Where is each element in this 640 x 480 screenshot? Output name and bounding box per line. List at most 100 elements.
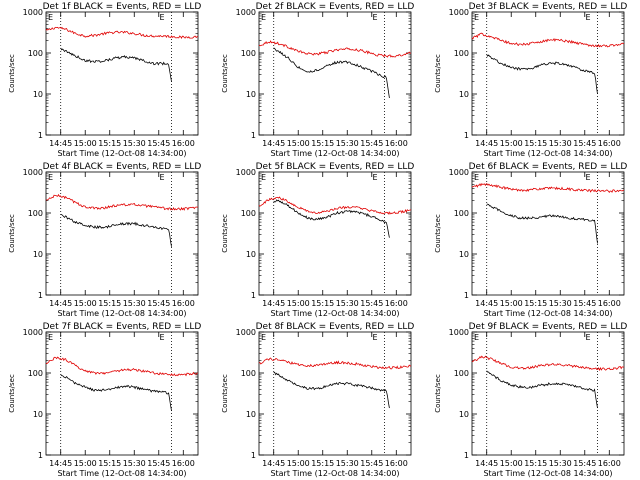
x-tick-label: 15:30: [123, 139, 146, 148]
y-tick-label: 1000: [236, 328, 256, 337]
x-axis-label: Start Time (12-Oct-08 14:34:00): [483, 309, 612, 318]
series-lld-line: [258, 196, 412, 215]
x-tick-label: 15:45: [147, 459, 170, 468]
y-tick-label: 100: [241, 209, 256, 218]
x-tick-label: 15:30: [123, 299, 146, 308]
y-axis-label: Counts/sec: [221, 214, 229, 253]
y-tick-label: 1: [38, 131, 43, 140]
detector-chart-2: Det 2f BLACK = Events, RED = LLD 1 10 100 10…: [221, 2, 415, 158]
y-tick-label: 1000: [23, 8, 43, 17]
x-tick-label: 15:00: [287, 459, 310, 468]
x-tick-label: 15:30: [549, 459, 572, 468]
x-tick-label: 14:45: [262, 139, 285, 148]
x-tick-label: 14:45: [475, 459, 498, 468]
chart-title: Det 2f BLACK = Events, RED = LLD: [256, 2, 415, 12]
event-marker-label: E: [474, 13, 479, 22]
x-tick-label: 15:15: [98, 139, 121, 148]
x-tick-label: 15:00: [287, 299, 310, 308]
x-tick-label: 15:00: [500, 299, 523, 308]
y-tick-label: 10: [246, 90, 256, 99]
y-tick-label: 1000: [23, 328, 43, 337]
event-marker-label: E: [160, 173, 165, 182]
y-tick-label: 10: [459, 250, 469, 259]
y-axis-label: Counts/sec: [434, 374, 442, 413]
y-axis-label: Counts/sec: [8, 214, 16, 253]
detector-chart-3: Det 3f BLACK = Events, RED = LLD 1 10 100 10…: [434, 2, 628, 158]
y-axis-label: Counts/sec: [8, 54, 16, 93]
event-marker-label: E: [373, 13, 378, 22]
chart-title: Det 3f BLACK = Events, RED = LLD: [469, 2, 628, 12]
y-tick-label: 10: [33, 250, 43, 259]
x-tick-label: 15:45: [360, 459, 383, 468]
event-marker-label: E: [373, 173, 378, 182]
x-tick-label: 15:00: [74, 299, 97, 308]
y-tick-label: 1: [251, 291, 256, 300]
y-tick-label: 1: [251, 131, 256, 140]
event-marker-label: E: [586, 13, 591, 22]
x-tick-label: 15:45: [360, 299, 383, 308]
chart-title: Det 9f BLACK = Events, RED = LLD: [469, 322, 628, 332]
event-marker-label: E: [586, 173, 591, 182]
event-marker-label: E: [48, 13, 53, 22]
x-tick-label: 16:00: [385, 139, 408, 148]
x-tick-label: 16:00: [385, 459, 408, 468]
series-lld-line: [471, 183, 625, 193]
plot-frame: [471, 11, 625, 136]
plot-frame: [258, 331, 412, 456]
y-tick-label: 1: [38, 451, 43, 460]
y-tick-label: 10: [246, 250, 256, 259]
x-tick-label: 16:00: [598, 299, 621, 308]
x-tick-label: 14:45: [49, 139, 72, 148]
y-axis-label: Counts/sec: [221, 54, 229, 93]
x-tick-label: 14:45: [262, 459, 285, 468]
y-tick-label: 1: [251, 451, 256, 460]
x-tick-label: 15:45: [360, 139, 383, 148]
x-tick-label: 14:45: [475, 139, 498, 148]
x-tick-label: 16:00: [385, 299, 408, 308]
x-tick-label: 16:00: [598, 139, 621, 148]
x-tick-label: 15:15: [311, 299, 334, 308]
x-axis-label: Start Time (12-Oct-08 14:34:00): [483, 469, 612, 478]
y-tick-label: 100: [454, 369, 469, 378]
chart-title: Det 5f BLACK = Events, RED = LLD: [256, 162, 415, 172]
y-tick-label: 1000: [23, 168, 43, 177]
x-tick-label: 15:30: [336, 459, 359, 468]
y-tick-label: 1: [464, 291, 469, 300]
y-tick-label: 100: [241, 369, 256, 378]
x-axis-label: Start Time (12-Oct-08 14:34:00): [57, 469, 186, 478]
detector-chart-7: Det 7f BLACK = Events, RED = LLD 1 10 100 10…: [8, 322, 201, 478]
y-tick-label: 1: [464, 131, 469, 140]
y-axis-label: Counts/sec: [434, 214, 442, 253]
y-tick-label: 100: [241, 49, 256, 58]
event-marker-label: E: [160, 13, 165, 22]
x-tick-label: 15:45: [573, 459, 596, 468]
event-marker-label: E: [261, 13, 266, 22]
y-axis-label: Counts/sec: [434, 54, 442, 93]
y-axis-label: Counts/sec: [8, 374, 16, 413]
event-marker-label: E: [48, 333, 53, 342]
series-lld-line: [258, 40, 412, 58]
y-tick-label: 100: [454, 49, 469, 58]
y-tick-label: 1000: [236, 168, 256, 177]
event-marker-label: E: [160, 333, 165, 342]
detector-chart-6: Det 6f BLACK = Events, RED = LLD 1 10 100 10…: [434, 162, 627, 318]
y-tick-label: 10: [33, 410, 43, 419]
plot-frame: [258, 171, 412, 296]
event-marker-label: E: [261, 173, 266, 182]
x-tick-label: 15:00: [74, 139, 97, 148]
plot-frame: [45, 331, 199, 456]
x-axis-label: Start Time (12-Oct-08 14:34:00): [57, 309, 186, 318]
x-tick-label: 15:00: [287, 139, 310, 148]
x-tick-label: 14:45: [475, 299, 498, 308]
x-tick-label: 15:15: [524, 299, 547, 308]
y-tick-label: 1000: [449, 328, 469, 337]
x-tick-label: 15:00: [74, 459, 97, 468]
detector-chart-8: Det 8f BLACK = Events, RED = LLD 1 10 100 10…: [221, 322, 414, 478]
chart-title: Det 1f BLACK = Events, RED = LLD: [43, 2, 202, 12]
x-tick-label: 15:30: [123, 459, 146, 468]
event-marker-label: E: [474, 333, 479, 342]
y-tick-label: 10: [459, 410, 469, 419]
x-tick-label: 15:45: [573, 299, 596, 308]
x-tick-label: 16:00: [172, 139, 195, 148]
event-marker-label: E: [373, 333, 378, 342]
